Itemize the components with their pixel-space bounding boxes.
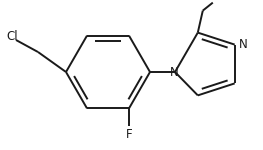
Text: N: N [239,38,247,51]
Text: Cl: Cl [6,30,18,42]
Text: N: N [170,66,178,80]
Text: F: F [126,128,132,141]
